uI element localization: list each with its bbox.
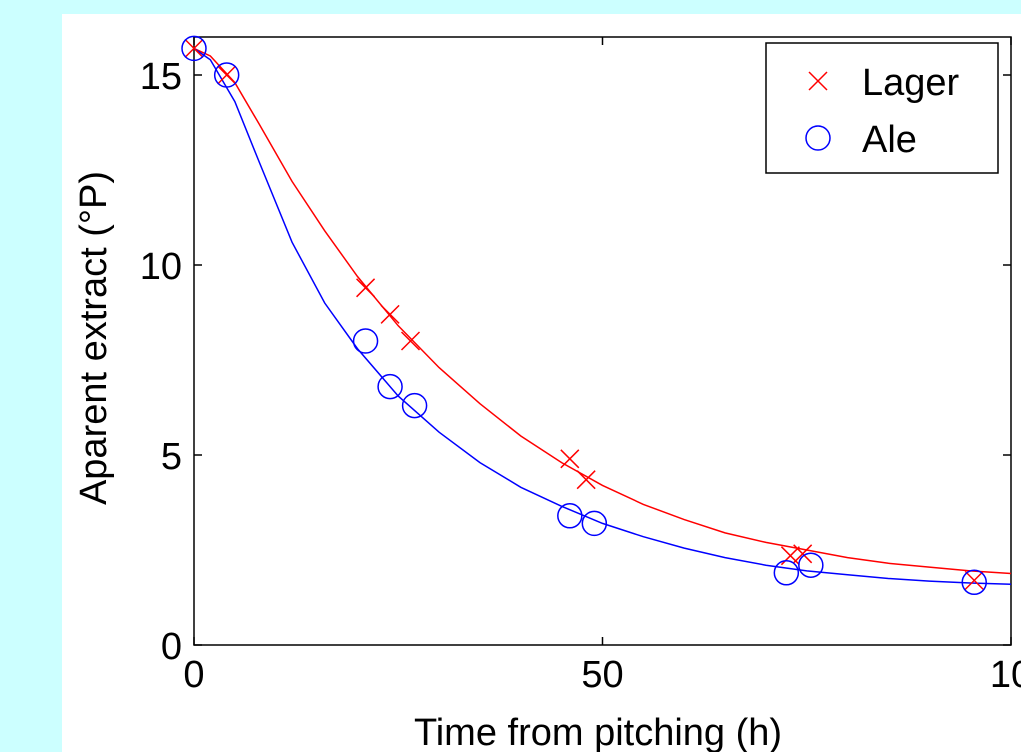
point-lager bbox=[356, 278, 376, 298]
legend-label-ale: Ale bbox=[862, 119, 917, 161]
x-tick-label: 50 bbox=[581, 654, 623, 696]
data-points bbox=[181, 35, 987, 596]
point-ale bbox=[213, 62, 240, 88]
point-lager bbox=[400, 331, 421, 351]
y-tick-label: 5 bbox=[161, 436, 182, 478]
legend-label-lager: Lager bbox=[862, 62, 960, 104]
point-lager bbox=[380, 304, 400, 324]
x-axis-title: Time from pitching (h) bbox=[414, 712, 782, 752]
x-tick-label: 10 bbox=[990, 654, 1021, 696]
point-ale bbox=[401, 392, 428, 419]
legend-marker-lager bbox=[808, 71, 828, 91]
point-lager bbox=[780, 546, 800, 566]
legend: Lager Ale bbox=[765, 42, 999, 174]
point-ale bbox=[961, 569, 987, 596]
point-lager bbox=[964, 570, 984, 590]
x-tick-label: 0 bbox=[183, 654, 204, 696]
point-lager bbox=[576, 470, 596, 490]
axis-ticks: 05010051015 bbox=[140, 37, 1021, 696]
y-tick-label: 0 bbox=[161, 626, 182, 668]
point-ale bbox=[798, 552, 824, 578]
point-lager bbox=[793, 544, 813, 564]
point-ale bbox=[581, 510, 608, 537]
point-ale bbox=[557, 503, 583, 529]
y-axis-title: Aparent extract (°P) bbox=[73, 171, 115, 505]
point-ale bbox=[181, 35, 207, 62]
point-ale bbox=[773, 560, 800, 586]
y-tick-label: 15 bbox=[140, 56, 182, 98]
point-lager bbox=[560, 449, 580, 469]
legend-box bbox=[765, 42, 999, 174]
legend-marker-ale bbox=[805, 125, 831, 151]
point-ale bbox=[377, 373, 403, 400]
fit-curve-lager bbox=[194, 47, 1011, 575]
point-lager bbox=[217, 65, 237, 85]
point-lager bbox=[184, 38, 204, 58]
point-ale bbox=[352, 328, 379, 354]
y-tick-label: 10 bbox=[140, 246, 182, 288]
